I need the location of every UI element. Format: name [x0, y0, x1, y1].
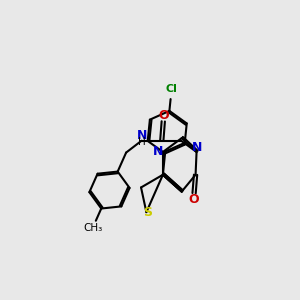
- Text: S: S: [143, 206, 152, 219]
- Text: N: N: [153, 146, 164, 158]
- Text: N: N: [192, 141, 202, 154]
- Text: O: O: [158, 109, 169, 122]
- Text: O: O: [188, 193, 199, 206]
- Text: H: H: [138, 137, 146, 147]
- Text: Cl: Cl: [166, 84, 178, 94]
- Text: N: N: [136, 129, 147, 142]
- Text: CH₃: CH₃: [83, 223, 102, 233]
